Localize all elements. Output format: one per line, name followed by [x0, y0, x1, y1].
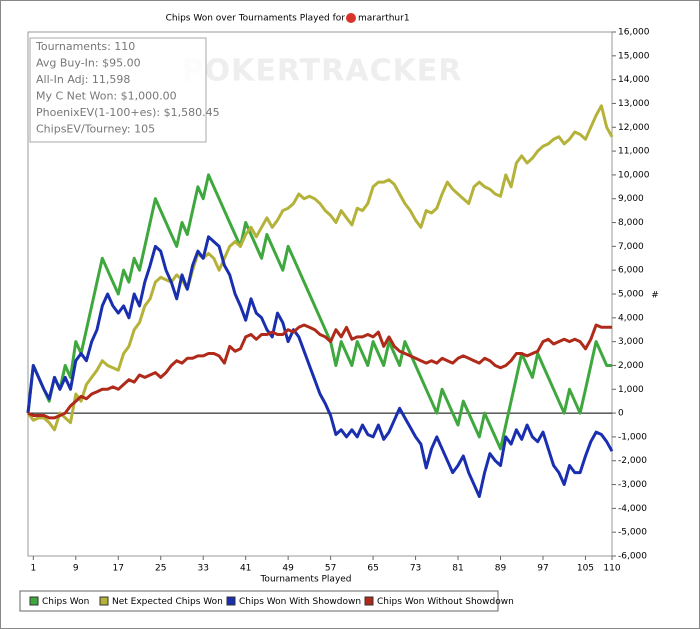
y-axis-label: # [651, 291, 659, 301]
x-tick-label: 17 [113, 564, 124, 574]
x-tick-label: 73 [410, 564, 421, 574]
player-name: mararthur1 [358, 14, 410, 24]
legend-swatch [29, 596, 39, 606]
stat-line: Tournaments: 110 [35, 40, 135, 53]
y-tick-label: 11,000 [618, 147, 650, 157]
x-tick-label: 33 [197, 564, 208, 574]
stat-line: ChipsEV/Tourney: 105 [36, 123, 155, 136]
x-tick-label: 9 [73, 564, 79, 574]
x-tick-label: 110 [603, 564, 620, 574]
y-tick-label: 9,000 [618, 194, 644, 204]
y-tick-label: 1,000 [618, 385, 644, 395]
chart-title: Chips Won over Tournaments Played for [166, 14, 346, 24]
y-tick-label: 5,000 [618, 290, 644, 300]
y-tick-label: 4,000 [618, 313, 644, 323]
x-tick-label: 41 [240, 564, 251, 574]
legend-label: Chips Won Without Showdown [377, 597, 514, 607]
y-tick-label: -4,000 [618, 504, 647, 514]
x-tick-label: 65 [367, 564, 378, 574]
y-tick-label: 14,000 [618, 75, 650, 85]
series-line [26, 104, 614, 432]
stats-box [29, 37, 207, 143]
x-tick-label: 57 [325, 564, 336, 574]
stat-line: My C Net Won: $1,000.00 [36, 90, 177, 103]
x-axis-label: Tournaments Played [259, 575, 351, 585]
y-tick-label: -1,000 [618, 432, 647, 442]
x-tick-label: 97 [537, 564, 548, 574]
player-icon [346, 13, 356, 23]
legend-label: Chips Won [42, 597, 89, 607]
legend-swatch [226, 596, 236, 606]
y-tick-label: -3,000 [618, 480, 647, 490]
x-tick-label: 81 [452, 564, 463, 574]
y-tick-label: 10,000 [618, 170, 650, 180]
x-tick-label: 89 [495, 564, 507, 574]
x-tick-label: 1 [30, 564, 36, 574]
y-tick-label: 0 [618, 409, 624, 419]
y-tick-label: -6,000 [618, 552, 647, 562]
legend-box [19, 590, 499, 612]
stat-line: Avg Buy-In: $95.00 [36, 57, 141, 70]
legend-label: Chips Won With Showdown [239, 597, 361, 607]
x-tick-label: 25 [155, 564, 166, 574]
y-tick-label: 2,000 [618, 361, 644, 371]
x-tick-label: 105 [577, 564, 594, 574]
y-tick-label: 6,000 [618, 266, 644, 276]
y-tick-label: -5,000 [618, 528, 647, 538]
series-line [27, 323, 612, 420]
series-line [26, 235, 614, 498]
y-tick-label: -2,000 [618, 456, 647, 466]
series-line [26, 173, 612, 451]
y-tick-label: 8,000 [618, 218, 644, 228]
y-tick-label: 7,000 [618, 242, 644, 252]
y-tick-label: 16,000 [618, 28, 650, 38]
y-tick-label: 13,000 [618, 99, 650, 109]
legend-swatch [364, 596, 374, 606]
y-tick-label: 12,000 [618, 123, 650, 133]
watermark: POKERTRACKER [182, 54, 463, 89]
legend-swatch [99, 596, 109, 606]
y-tick-label: 3,000 [618, 337, 644, 347]
stat-line: PhoenixEV(1-100+es): $1,580.45 [36, 106, 220, 119]
legend-label: Net Expected Chips Won [112, 597, 223, 607]
stat-line: All-In Adj: 11,598 [36, 73, 130, 86]
x-tick-label: 49 [282, 564, 294, 574]
y-tick-label: 15,000 [618, 51, 650, 61]
